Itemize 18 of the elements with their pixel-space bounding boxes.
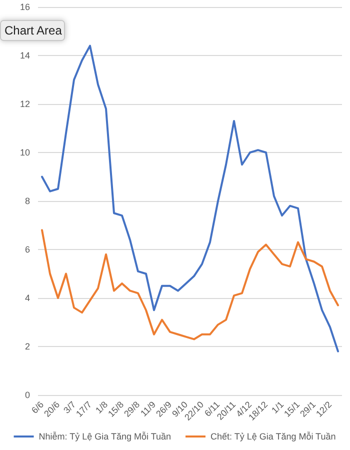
x-tick-label: 1/8 <box>94 399 110 416</box>
x-tick-label: 11/9 <box>138 399 158 418</box>
x-tick-label: 3/7 <box>62 399 78 416</box>
line-series <box>41 44 339 352</box>
y-tick-label: 14 <box>20 50 30 60</box>
x-tick-label: 6/6 <box>30 399 46 416</box>
legend-label: Nhiễm: Tỷ Lệ Gia Tăng Mỗi Tuần <box>38 432 172 442</box>
y-tick-label: 12 <box>20 99 30 109</box>
legend-label: Chết: Tỷ Lệ Gia Tăng Mỗi Tuần <box>210 432 336 442</box>
y-tick-label: 8 <box>24 196 30 206</box>
line-series <box>41 229 339 340</box>
y-tick-label: 10 <box>20 148 30 158</box>
y-tick-label: 16 <box>20 2 30 12</box>
y-tick-label: 2 <box>24 342 30 352</box>
y-tick-label: 6 <box>24 244 30 254</box>
annotation: Chart Area <box>4 24 62 38</box>
y-tick-label: 4 <box>24 293 30 303</box>
y-tick-label: 0 <box>24 390 30 400</box>
